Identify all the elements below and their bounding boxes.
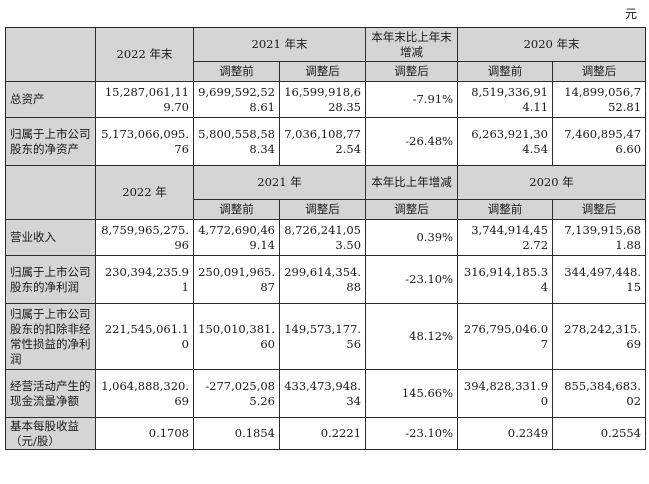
income-header-row: 2022 年 2021 年 本年比上年增减 2020 年 [5, 165, 647, 220]
table-row-basic-eps: 基本每股收益（元/股） 0.1708 0.1854 0.2221 -23.10%… [5, 417, 647, 450]
cell-2021-after: 433,473,948.34 [278, 369, 367, 418]
cell-2022: 221,545,061.10 [95, 303, 194, 370]
cell-2020-after: 278,242,315.69 [552, 303, 647, 370]
subheader-2021-after: 调整后 [278, 199, 367, 220]
row-label: 归属于上市公司股东的净利润 [5, 255, 96, 304]
header-2020-end: 2020 年末 [457, 27, 647, 62]
cell-2020-after: 7,460,895,476.60 [552, 117, 647, 166]
currency-unit: 元 [624, 7, 637, 21]
cell-2021-before: -277,025,085.26 [193, 369, 280, 418]
header-corner [5, 165, 96, 220]
cell-2020-before: 394,828,331.90 [457, 369, 554, 418]
table-row-revenue: 营业收入 8,759,965,275.96 4,772,690,469.14 8… [5, 219, 647, 256]
subheader-2021-after: 调整后 [278, 61, 367, 82]
row-label: 归属于上市公司股东的净资产 [5, 117, 96, 166]
subheader-2020-before: 调整前 [457, 61, 554, 82]
header-2022-end: 2022 年末 [95, 27, 194, 82]
cell-2020-before: 8,519,336,914.11 [457, 81, 554, 118]
cell-2021-before: 9,699,592,528.61 [193, 81, 280, 118]
header-2020: 2020 年 [457, 165, 647, 200]
cell-2021-before: 0.1854 [193, 417, 280, 450]
cell-2020-after: 344,497,448.15 [552, 255, 647, 304]
cell-2021-after: 16,599,918,628.35 [278, 81, 367, 118]
cell-2021-after: 8,726,241,053.50 [278, 219, 367, 256]
cell-2022: 15,287,061,119.70 [95, 81, 194, 118]
cell-change: 48.12% [365, 303, 459, 370]
subheader-2020-after: 调整后 [552, 61, 647, 82]
row-label: 营业收入 [5, 219, 96, 256]
cell-change: 145.66% [365, 369, 459, 418]
header-yoy-change: 本年末比上年末增减 [365, 27, 459, 62]
cell-change: -7.91% [365, 81, 459, 118]
cell-2020-before: 3,744,914,452.72 [457, 219, 554, 256]
balance-header-row: 2022 年末 2021 年末 本年末比上年末增减 2020 年末 [5, 27, 647, 82]
table-row-net-profit: 归属于上市公司股东的净利润 230,394,235.91 250,091,965… [5, 255, 647, 304]
cell-2021-before: 250,091,965.87 [193, 255, 280, 304]
cell-2021-after: 7,036,108,772.54 [278, 117, 367, 166]
row-label: 归属于上市公司股东的扣除非经常性损益的净利润 [5, 303, 96, 370]
cell-2020-before: 6,263,921,304.54 [457, 117, 554, 166]
subheader-change-after: 调整后 [365, 61, 459, 82]
subheader-2021-before: 调整前 [193, 199, 280, 220]
cell-2021-before: 5,800,558,588.34 [193, 117, 280, 166]
cell-2020-after: 855,384,683.02 [552, 369, 647, 418]
table-row-deducted-net-profit: 归属于上市公司股东的扣除非经常性损益的净利润 221,545,061.10 15… [5, 303, 647, 370]
cell-2021-after: 149,573,177.56 [278, 303, 367, 370]
cell-2022: 0.1708 [95, 417, 194, 450]
cell-change: -23.10% [365, 417, 459, 450]
row-label: 总资产 [5, 81, 96, 118]
cell-2022: 1,064,888,320.69 [95, 369, 194, 418]
cell-2022: 230,394,235.91 [95, 255, 194, 304]
cell-2020-before: 0.2349 [457, 417, 554, 450]
subheader-change-after: 调整后 [365, 199, 459, 220]
balance-subheader-row: 调整前 调整后 调整后 调整前 调整后 [6, 61, 647, 82]
cell-2020-before: 276,795,046.07 [457, 303, 554, 370]
row-label: 经营活动产生的现金流量净额 [5, 369, 96, 418]
cell-2020-before: 316,914,185.34 [457, 255, 554, 304]
cell-2022: 5,173,066,095.76 [95, 117, 194, 166]
header-yoy-change: 本年比上年增减 [365, 165, 459, 200]
table-row-operating-cash-flow: 经营活动产生的现金流量净额 1,064,888,320.69 -277,025,… [5, 369, 647, 418]
header-2021-end: 2021 年末 [192, 27, 367, 62]
cell-2021-after: 0.2221 [278, 417, 367, 450]
row-label: 基本每股收益（元/股） [5, 417, 96, 450]
cell-2020-after: 0.2554 [552, 417, 647, 450]
cell-change: -23.10% [365, 255, 459, 304]
financial-data-table: 2022 年末 2021 年末 本年末比上年末增减 2020 年末 调整前 调整… [5, 27, 647, 450]
header-corner [5, 27, 96, 82]
table-row-total-assets: 总资产 15,287,061,119.70 9,699,592,528.61 1… [5, 81, 647, 118]
subheader-2021-before: 调整前 [193, 61, 280, 82]
subheader-2020-after: 调整后 [552, 199, 647, 220]
cell-2021-before: 4,772,690,469.14 [193, 219, 280, 256]
cell-2021-after: 299,614,354.88 [278, 255, 367, 304]
subheader-2020-before: 调整前 [457, 199, 554, 220]
table-row-net-assets: 归属于上市公司股东的净资产 5,173,066,095.76 5,800,558… [5, 117, 647, 166]
cell-change: -26.48% [365, 117, 459, 166]
cell-2020-after: 14,899,056,752.81 [552, 81, 647, 118]
cell-2020-after: 7,139,915,681.88 [552, 219, 647, 256]
cell-2022: 8,759,965,275.96 [95, 219, 194, 256]
header-2022: 2022 年 [95, 165, 194, 220]
cell-2021-before: 150,010,381.60 [193, 303, 280, 370]
cell-change: 0.39% [365, 219, 459, 256]
header-2021: 2021 年 [192, 165, 367, 200]
